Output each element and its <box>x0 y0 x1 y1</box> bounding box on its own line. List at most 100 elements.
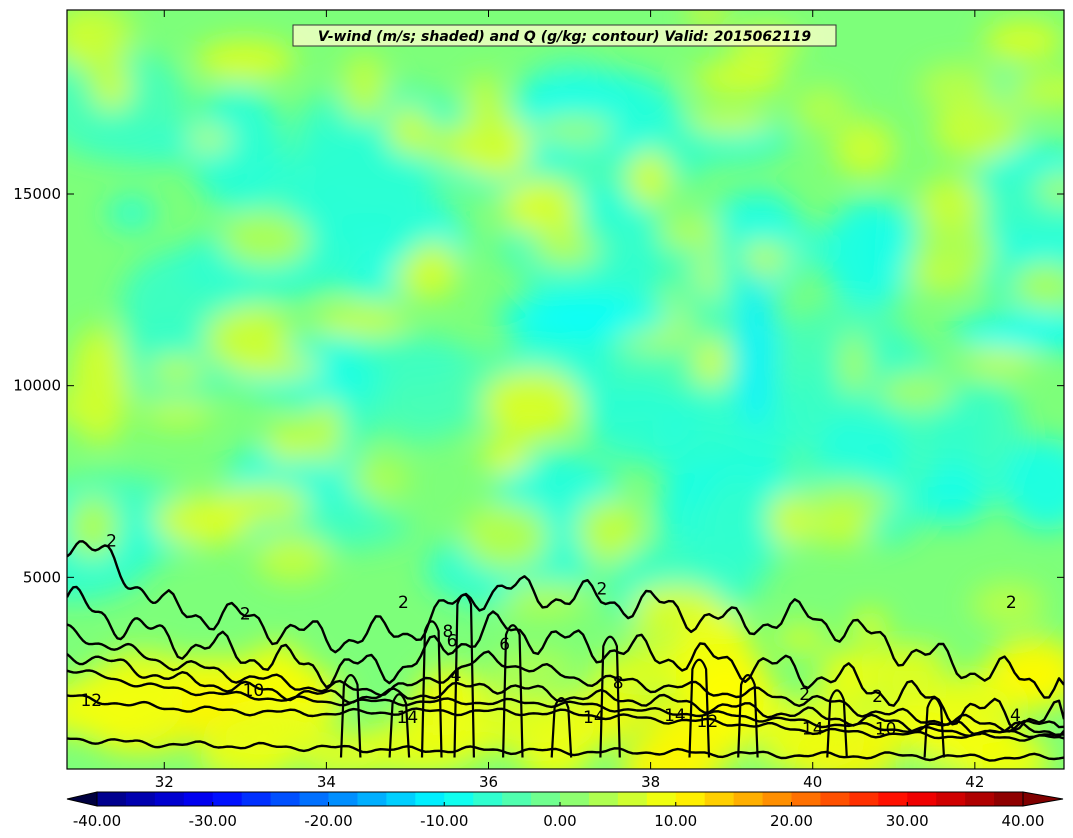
colorbar-tick-label: -40.00 <box>73 812 121 830</box>
colorbar-segment <box>588 792 619 806</box>
q-contour-label: 14 <box>802 720 824 740</box>
shading-blob <box>462 503 549 570</box>
shading-blob <box>675 609 756 730</box>
colorbar-segment <box>270 792 301 806</box>
shading-blob <box>266 423 312 463</box>
shading-blob <box>348 458 409 500</box>
q-contour-label: 4 <box>1010 706 1021 726</box>
shading-blob <box>820 665 875 716</box>
q-contour-label: 2 <box>597 580 608 600</box>
shading-blob <box>353 721 480 769</box>
q-contour-line-4 <box>67 585 1064 732</box>
q-contour-cell <box>737 673 759 758</box>
shading-blob <box>577 499 641 560</box>
q-contours <box>67 540 1064 762</box>
colorbar-segment <box>936 792 966 806</box>
x-tick-label: 34 <box>317 773 336 791</box>
shading-blob <box>833 120 896 178</box>
shading-blob <box>487 693 588 753</box>
shading-blob <box>689 110 772 132</box>
shading-blob <box>1002 438 1064 531</box>
shading-blob <box>838 332 870 395</box>
shading-blob <box>387 105 431 155</box>
q-contour-label: 14 <box>397 708 419 728</box>
colorbar-segment <box>154 792 185 806</box>
y-tick-label: 15000 <box>13 185 61 203</box>
q-contour-label: 8 <box>613 674 624 694</box>
colorbar-tick-label: 20.00 <box>770 812 813 830</box>
colorbar-segment <box>733 792 764 806</box>
colorbar-segment <box>878 792 908 806</box>
x-axis: 32 34 36 38 40 42 <box>155 10 984 791</box>
colorbar-extend-min <box>66 791 98 807</box>
shading-blob <box>470 98 509 165</box>
colorbar-segment <box>531 792 561 806</box>
q-contour-cell <box>339 673 362 758</box>
shading-blob <box>852 609 887 642</box>
q-contour-label: 4 <box>451 666 462 686</box>
shading-blob <box>586 384 699 464</box>
y-tick-label: 10000 <box>13 377 61 395</box>
colorbar-tick-label: -30.00 <box>189 812 237 830</box>
shading-blob <box>1036 175 1064 204</box>
q-contour-line-8 <box>67 653 1064 738</box>
shading-blob <box>733 267 778 428</box>
q-contour-label: 10 <box>875 720 897 740</box>
shading-blob <box>621 730 717 769</box>
q-contour-label: 12 <box>697 712 719 732</box>
y-tick-label: 5000 <box>23 568 61 586</box>
shading-blob <box>480 439 530 473</box>
shading-blob <box>982 661 1064 686</box>
shading-blob <box>148 356 206 385</box>
shading-blob <box>204 307 291 370</box>
q-contour-line-10 <box>67 669 1064 739</box>
q-contour-line-2 <box>67 540 1064 699</box>
colorbar-segment <box>820 792 850 806</box>
colorbar-segment <box>183 792 214 806</box>
shading-blob <box>935 675 1021 736</box>
colorbar-segment <box>386 792 416 806</box>
shading-blob <box>877 375 955 408</box>
q-contour-label: 2 <box>106 532 117 552</box>
shading-blob <box>228 355 324 379</box>
q-contour-line-12 <box>67 694 1064 742</box>
shading-blob <box>376 374 467 444</box>
q-contour-line-14 <box>67 737 1064 762</box>
shading-blob <box>763 713 867 769</box>
shading-blob <box>504 583 590 605</box>
colorbar-ticks: -40.00 -30.00 -20.00 -10.00 0.00 10.00 20.00 30… <box>73 802 1045 830</box>
colorbar-segment <box>617 792 648 806</box>
colorbar-segment <box>965 792 995 806</box>
shading-blob <box>695 338 729 387</box>
colorbar-segment <box>849 792 879 806</box>
shading-blob <box>793 86 850 131</box>
shading-blob <box>408 239 459 297</box>
shading-blob <box>495 294 676 339</box>
shading-blob <box>221 213 310 267</box>
colorbar-tick-label: 40.00 <box>1002 812 1045 830</box>
q-contour-label: 2 <box>1006 593 1017 613</box>
chart-title: V-wind (m/s; shaded) and Q (g/kg; contou… <box>318 29 811 45</box>
shading-blob <box>106 195 157 232</box>
shading-blob <box>966 349 1036 375</box>
q-contour-label: 14 <box>583 708 605 728</box>
shading-blob <box>195 39 296 80</box>
colorbar-tick-label: -20.00 <box>304 812 352 830</box>
shading-blob <box>188 129 231 150</box>
colorbar <box>66 791 1064 807</box>
q-contour-label: 6 <box>499 635 510 655</box>
shading-blob <box>488 650 578 685</box>
shading-blob <box>1013 263 1064 309</box>
shading-blob <box>212 708 329 757</box>
q-contour-cell <box>550 696 573 758</box>
shading-blob <box>628 150 670 206</box>
colorbar-segment <box>473 792 503 806</box>
q-contour-cell <box>453 593 475 758</box>
shading-blob <box>775 625 827 652</box>
q-contour-label: 2 <box>872 687 883 707</box>
shading-blob <box>983 20 1064 61</box>
shading-blob <box>971 582 1046 627</box>
q-contour-cell <box>688 658 711 758</box>
colorbar-extend-max <box>1022 791 1064 807</box>
